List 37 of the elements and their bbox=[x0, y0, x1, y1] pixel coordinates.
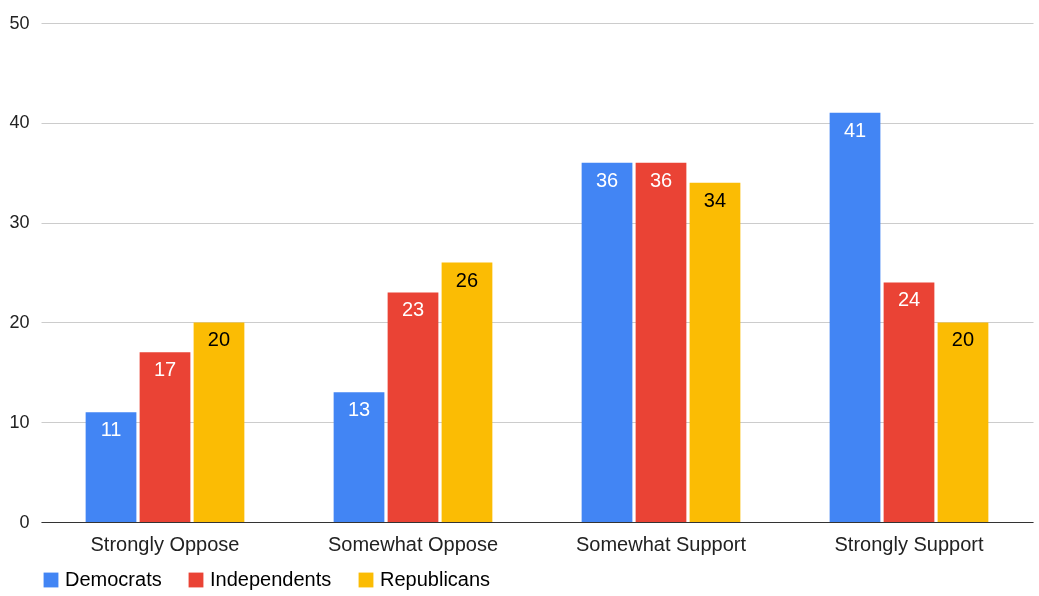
data-label: 34 bbox=[703, 188, 727, 211]
data-label: 36 bbox=[649, 168, 673, 191]
data-label: 36 bbox=[595, 168, 619, 191]
bar bbox=[635, 162, 687, 522]
y-tick-label: 40 bbox=[9, 112, 30, 133]
y-tick-label: 20 bbox=[9, 311, 30, 332]
bar bbox=[883, 282, 935, 522]
data-label: 24 bbox=[897, 288, 921, 311]
bar bbox=[333, 392, 385, 522]
bar bbox=[937, 322, 989, 522]
x-tick-label: Somewhat Oppose bbox=[327, 532, 499, 555]
x-tick-label: Somewhat Support bbox=[575, 532, 747, 555]
y-tick-label: 10 bbox=[9, 411, 30, 432]
bar bbox=[387, 292, 439, 522]
y-tick-label: 30 bbox=[9, 212, 30, 233]
bar bbox=[689, 182, 741, 522]
x-tick-label: Strongly Oppose bbox=[90, 532, 240, 555]
data-label: 13 bbox=[347, 398, 371, 421]
bar bbox=[829, 112, 881, 522]
x-tick-label: Strongly Support bbox=[834, 532, 984, 555]
data-label: 26 bbox=[455, 268, 479, 291]
data-label: 17 bbox=[153, 358, 177, 381]
bar bbox=[441, 262, 493, 522]
bar bbox=[581, 162, 633, 522]
data-label: 41 bbox=[843, 118, 867, 141]
legend-label: Republicans bbox=[380, 568, 491, 590]
y-tick-label: 0 bbox=[19, 511, 30, 532]
data-label: 23 bbox=[401, 298, 425, 321]
legend-label: Democrats bbox=[65, 568, 162, 590]
y-tick-label: 50 bbox=[9, 12, 30, 33]
bar bbox=[139, 352, 191, 522]
data-label: 11 bbox=[100, 418, 122, 441]
bar bbox=[85, 412, 137, 522]
data-label: 20 bbox=[951, 328, 975, 351]
data-label: 20 bbox=[207, 328, 231, 351]
bar bbox=[193, 322, 245, 522]
legend-label: Independents bbox=[210, 568, 332, 590]
